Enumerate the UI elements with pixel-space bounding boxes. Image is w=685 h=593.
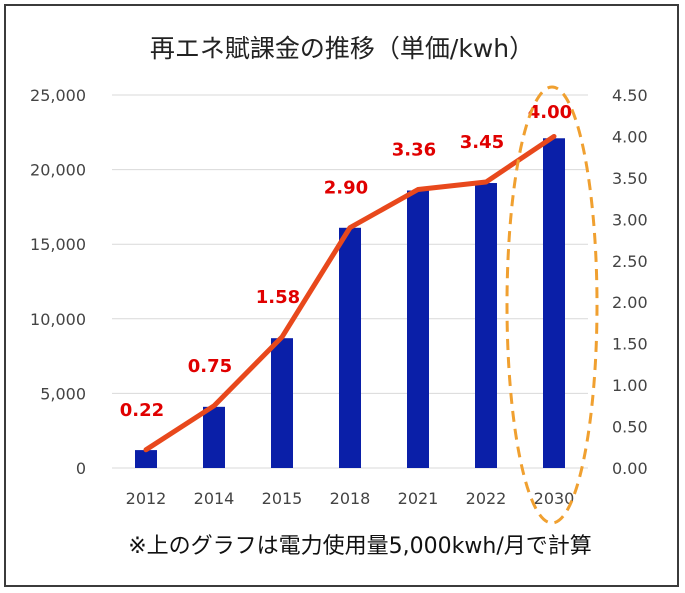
left-tick-label: 20,000: [30, 161, 86, 180]
highlight: [505, 85, 599, 525]
bar: [203, 406, 225, 468]
x-tick-label: 2015: [262, 489, 303, 508]
chart-title: 再エネ賦課金の推移（単価/kwh）: [150, 34, 534, 63]
gridlines: [112, 94, 588, 469]
highlight-ellipse: [505, 85, 599, 525]
right-axis-ticks: 0.00 0.50 1.00 1.50 2.00 2.50 3.00 3.50 4.00 4.50: [612, 86, 648, 478]
x-tick-label: 2030: [534, 489, 575, 508]
left-tick-label: 0: [76, 459, 86, 478]
x-tick-label: 2018: [330, 489, 371, 508]
x-tick-label: 2014: [194, 489, 235, 508]
data-label: 0.22: [120, 400, 164, 421]
x-tick-label: 2012: [126, 489, 167, 508]
data-label: 2.90: [324, 178, 368, 199]
footnote: ※上のグラフは電力使用量5,000kwh/月で計算: [128, 534, 592, 559]
data-labels: 0.22 0.75 1.58 2.90 3.36 3.45 4.00: [120, 102, 572, 421]
bar: [407, 190, 429, 468]
right-tick-label: 4.00: [612, 127, 648, 146]
x-axis-ticks: 2012 2014 2015 2018 2021 2022 2030: [126, 489, 575, 508]
series-line: [143, 133, 557, 453]
bar-series: [135, 138, 565, 468]
left-tick-label: 25,000: [30, 86, 86, 105]
data-label: 1.58: [256, 287, 300, 308]
data-label: 4.00: [528, 102, 572, 123]
left-tick-label: 15,000: [30, 235, 86, 254]
bar: [135, 450, 157, 468]
bar: [475, 183, 497, 468]
right-tick-label: 0.50: [612, 418, 648, 437]
bar: [271, 338, 293, 468]
x-tick-label: 2022: [466, 489, 507, 508]
data-label: 3.36: [392, 139, 436, 160]
right-tick-label: 1.00: [612, 376, 648, 395]
right-tick-label: 2.50: [612, 252, 648, 271]
bar: [339, 227, 361, 468]
data-label: 3.45: [460, 132, 504, 153]
right-tick-label: 3.50: [612, 169, 648, 188]
bar: [543, 138, 565, 468]
left-tick-label: 10,000: [30, 310, 86, 329]
right-tick-label: 2.00: [612, 293, 648, 312]
right-tick-label: 1.50: [612, 335, 648, 354]
right-tick-label: 0.00: [612, 459, 648, 478]
right-tick-label: 3.00: [612, 210, 648, 229]
data-label: 0.75: [188, 356, 232, 377]
x-tick-label: 2021: [398, 489, 439, 508]
left-tick-label: 5,000: [40, 384, 86, 403]
left-axis-ticks: 0 5,000 10,000 15,000 20,000 25,000: [30, 86, 86, 478]
line-series: [143, 133, 557, 453]
right-tick-label: 4.50: [612, 86, 648, 105]
